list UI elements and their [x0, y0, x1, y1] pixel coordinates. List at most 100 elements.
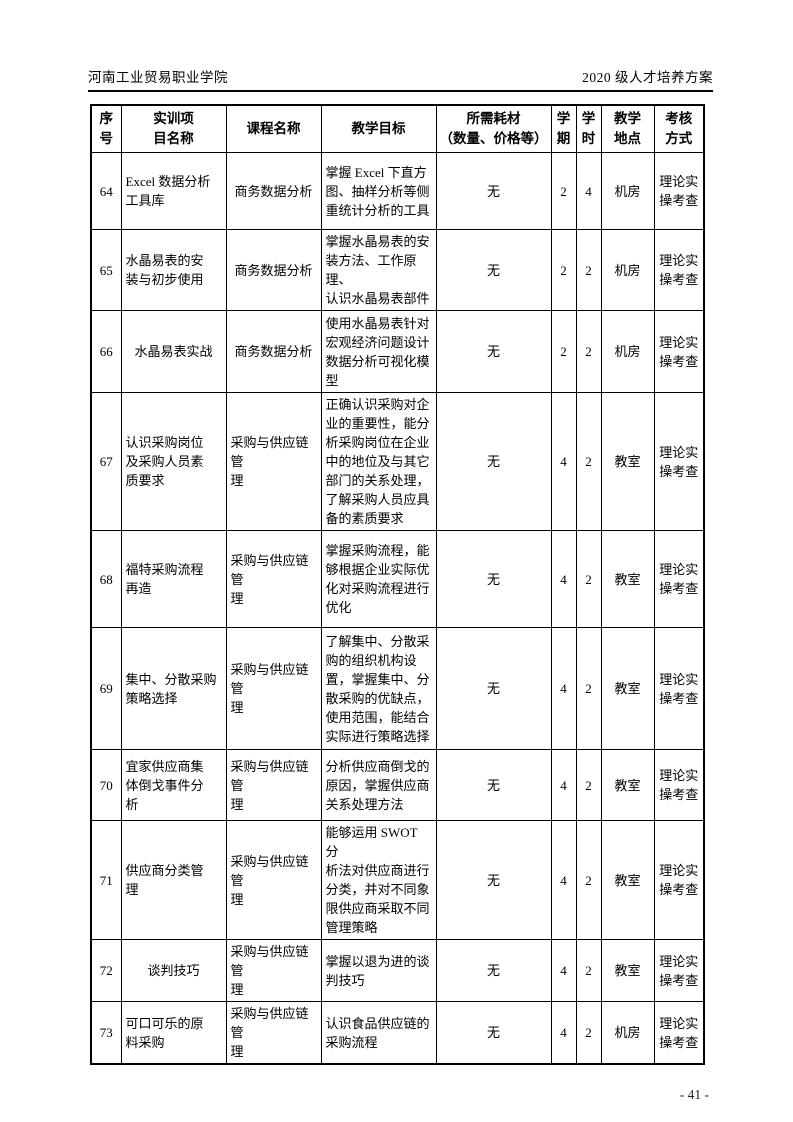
cell-assessment: 理论实 操考查	[653, 627, 705, 750]
cell-location: 教室	[600, 749, 655, 821]
cell-assessment: 理论实 操考查	[653, 530, 705, 628]
cell-seq: 70	[90, 749, 122, 821]
page-footer: - 41 -	[88, 1087, 713, 1103]
table-row: 70 宜家供应商集 体倒戈事件分 析 采购与供应链管 理 分析供应商倒戈的 原因…	[90, 749, 705, 821]
header-rule	[88, 90, 713, 92]
cell-seq: 71	[90, 820, 122, 940]
cell-course-name: 采购与供应链管 理	[225, 392, 322, 531]
cell-term: 4	[550, 392, 577, 531]
cell-project-name: 认识采购岗位 及采购人员素 质要求	[120, 392, 227, 531]
cell-teaching-goal: 掌握以退为进的谈 判技巧	[320, 939, 437, 1002]
cell-consumables: 无	[435, 229, 552, 311]
cell-project-name: 水晶易表的安 装与初步使用	[120, 229, 227, 311]
col-header-term: 学 期	[550, 104, 577, 153]
cell-project-name: 宜家供应商集 体倒戈事件分 析	[120, 749, 227, 821]
header-school-name: 河南工业贸易职业学院	[88, 70, 228, 85]
cell-course-name: 采购与供应链管 理	[225, 939, 322, 1002]
cell-course-name: 商务数据分析	[225, 152, 322, 230]
cell-project-name: 可口可乐的原 料采购	[120, 1001, 227, 1065]
table-row: 64 Excel 数据分析 工具库 商务数据分析 掌握 Excel 下直方 图、…	[90, 152, 705, 230]
cell-consumables: 无	[435, 627, 552, 750]
cell-consumables: 无	[435, 820, 552, 940]
cell-course-name: 采购与供应链管 理	[225, 749, 322, 821]
cell-hours: 2	[575, 229, 602, 311]
cell-consumables: 无	[435, 152, 552, 230]
cell-course-name: 采购与供应链管 理	[225, 820, 322, 940]
cell-hours: 2	[575, 392, 602, 531]
table-row: 67 认识采购岗位 及采购人员素 质要求 采购与供应链管 理 正确认识采购对企 …	[90, 392, 705, 531]
page-number: - 41 -	[679, 1087, 709, 1102]
cell-teaching-goal: 认识食品供应链的 采购流程	[320, 1001, 437, 1065]
cell-project-name: 供应商分类管 理	[120, 820, 227, 940]
table-row: 68 福特采购流程 再造 采购与供应链管 理 掌握采购流程，能 够根据企业实际优…	[90, 530, 705, 628]
cell-location: 机房	[600, 1001, 655, 1065]
cell-hours: 2	[575, 820, 602, 940]
cell-teaching-goal: 了解集中、分散采 购的组织机构设 置，掌握集中、分 散采购的优缺点， 使用范围，…	[320, 627, 437, 750]
cell-course-name: 采购与供应链管 理	[225, 1001, 322, 1065]
cell-project-name: Excel 数据分析 工具库	[120, 152, 227, 230]
cell-consumables: 无	[435, 310, 552, 393]
cell-location: 机房	[600, 229, 655, 311]
cell-seq: 64	[90, 152, 122, 230]
cell-location: 教室	[600, 627, 655, 750]
training-projects-table: 序 号 实训项 目名称 课程名称 教学目标 所需耗材 （数量、价格等） 学 期 …	[90, 103, 705, 1065]
cell-term: 2	[550, 152, 577, 230]
table-row: 66 水晶易表实战 商务数据分析 使用水晶易表针对 宏观经济问题设计 数据分析可…	[90, 310, 705, 393]
document-header: 河南工业贸易职业学院 2020 级人才培养方案	[88, 66, 713, 90]
cell-hours: 2	[575, 749, 602, 821]
cell-project-name: 福特采购流程 再造	[120, 530, 227, 628]
table-row: 71 供应商分类管 理 采购与供应链管 理 能够运用 SWOT 分 析法对供应商…	[90, 820, 705, 940]
cell-term: 4	[550, 1001, 577, 1065]
cell-teaching-goal: 掌握采购流程，能 够根据企业实际优 化对采购流程进行 优化	[320, 530, 437, 628]
cell-teaching-goal: 掌握 Excel 下直方 图、抽样分析等侧 重统计分析的工具	[320, 152, 437, 230]
cell-project-name: 谈判技巧	[120, 939, 227, 1002]
cell-teaching-goal: 分析供应商倒戈的 原因，掌握供应商 关系处理方法	[320, 749, 437, 821]
cell-consumables: 无	[435, 939, 552, 1002]
cell-term: 2	[550, 229, 577, 311]
cell-consumables: 无	[435, 749, 552, 821]
cell-term: 4	[550, 627, 577, 750]
cell-assessment: 理论实 操考查	[653, 229, 705, 311]
table-row: 65 水晶易表的安 装与初步使用 商务数据分析 掌握水晶易表的安 装方法、工作原…	[90, 229, 705, 311]
cell-assessment: 理论实 操考查	[653, 749, 705, 821]
cell-teaching-goal: 使用水晶易表针对 宏观经济问题设计 数据分析可视化模 型	[320, 310, 437, 393]
col-header-location: 教学 地点	[600, 104, 655, 153]
table-row: 72 谈判技巧 采购与供应链管 理 掌握以退为进的谈 判技巧 无 4 2 教室 …	[90, 939, 705, 1002]
cell-hours: 2	[575, 939, 602, 1002]
cell-teaching-goal: 掌握水晶易表的安 装方法、工作原理、 认识水晶易表部件	[320, 229, 437, 311]
cell-assessment: 理论实 操考查	[653, 310, 705, 393]
cell-seq: 66	[90, 310, 122, 393]
cell-course-name: 采购与供应链管 理	[225, 627, 322, 750]
cell-course-name: 商务数据分析	[225, 229, 322, 311]
cell-location: 教室	[600, 392, 655, 531]
cell-project-name: 集中、分散采购 策略选择	[120, 627, 227, 750]
cell-location: 教室	[600, 530, 655, 628]
page-content: 河南工业贸易职业学院 2020 级人才培养方案 序 号 实训项 目名称 课程名称…	[88, 0, 713, 1103]
col-header-hours: 学 时	[575, 104, 602, 153]
cell-assessment: 理论实 操考查	[653, 392, 705, 531]
cell-term: 4	[550, 530, 577, 628]
cell-term: 4	[550, 939, 577, 1002]
cell-seq: 65	[90, 229, 122, 311]
cell-teaching-goal: 能够运用 SWOT 分 析法对供应商进行 分类，并对不同象 限供应商采取不同 管…	[320, 820, 437, 940]
col-header-seq: 序 号	[90, 104, 122, 153]
table-header-row: 序 号 实训项 目名称 课程名称 教学目标 所需耗材 （数量、价格等） 学 期 …	[90, 104, 705, 153]
cell-consumables: 无	[435, 530, 552, 628]
table-row: 69 集中、分散采购 策略选择 采购与供应链管 理 了解集中、分散采 购的组织机…	[90, 627, 705, 750]
table-row: 73 可口可乐的原 料采购 采购与供应链管 理 认识食品供应链的 采购流程 无 …	[90, 1001, 705, 1065]
cell-hours: 2	[575, 530, 602, 628]
cell-assessment: 理论实 操考查	[653, 939, 705, 1002]
cell-hours: 2	[575, 310, 602, 393]
cell-term: 2	[550, 310, 577, 393]
cell-location: 机房	[600, 152, 655, 230]
cell-project-name: 水晶易表实战	[120, 310, 227, 393]
cell-consumables: 无	[435, 392, 552, 531]
cell-teaching-goal: 正确认识采购对企 业的重要性，能分 析采购岗位在企业 中的地位及与其它 部门的关…	[320, 392, 437, 531]
cell-assessment: 理论实 操考查	[653, 152, 705, 230]
cell-consumables: 无	[435, 1001, 552, 1065]
cell-location: 机房	[600, 310, 655, 393]
cell-course-name: 商务数据分析	[225, 310, 322, 393]
cell-term: 4	[550, 749, 577, 821]
col-header-project-name: 实训项 目名称	[120, 104, 227, 153]
